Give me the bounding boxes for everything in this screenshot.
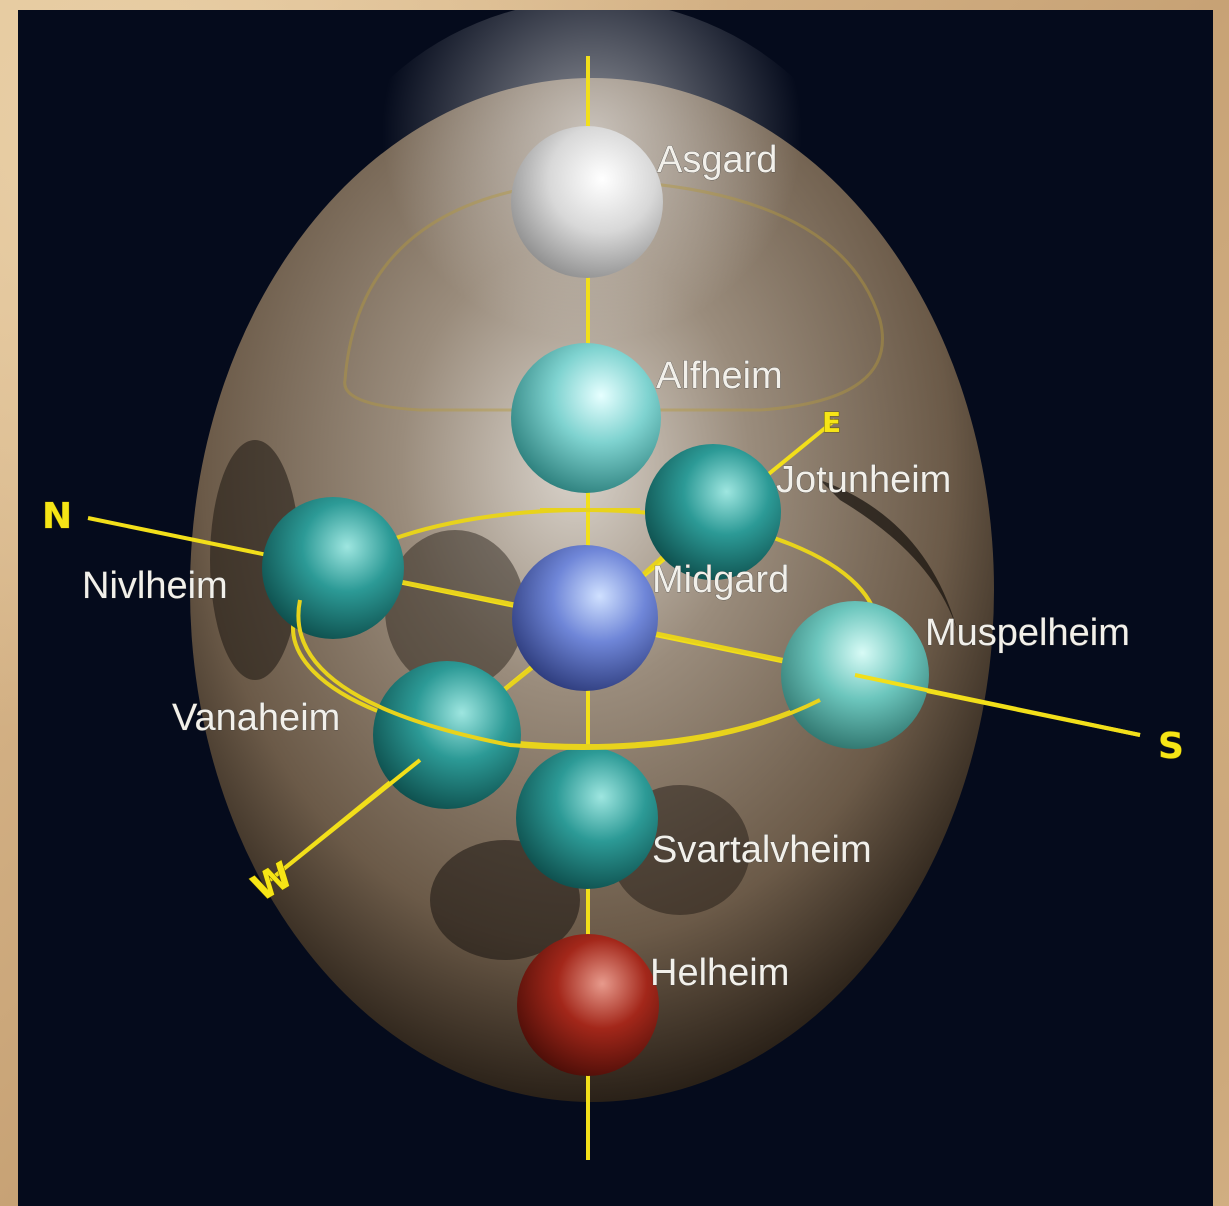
- sphere-asgard: [511, 126, 663, 278]
- sphere-jotunheim: [645, 444, 781, 580]
- ns-axis-front-segment: [854, 673, 1141, 737]
- sphere-alfheim: [511, 343, 661, 493]
- sphere-helheim: [517, 934, 659, 1076]
- label-svartalvheim: Svartalvheim: [652, 829, 872, 871]
- sphere-vanaheim: [373, 661, 521, 809]
- label-jotunheim: Jotunheim: [776, 459, 951, 501]
- shadow-shape-center: [385, 530, 525, 690]
- sphere-nivlheim: [262, 497, 404, 639]
- label-vanaheim: Vanaheim: [172, 697, 340, 739]
- label-asgard: Asgard: [657, 139, 777, 181]
- nine-realms-diagram: Asgard Alfheim Jotunheim Nivlheim Midgar…: [42, 10, 1184, 1160]
- shadow-shape-left: [210, 440, 300, 680]
- sphere-midgard: [512, 545, 658, 691]
- label-alfheim: Alfheim: [656, 355, 783, 397]
- label-midgard: Midgard: [652, 559, 789, 601]
- ew-axis-front-segment: [268, 758, 422, 882]
- equatorial-ring-front: [296, 599, 821, 750]
- upper-faint-ring: [343, 178, 884, 412]
- direction-south: S: [1158, 726, 1184, 767]
- nine-realms-scene: Asgard Alfheim Jotunheim Nivlheim Midgar…: [18, 10, 1213, 1206]
- label-nivlheim: Nivlheim: [82, 565, 228, 607]
- label-muspelheim: Muspelheim: [925, 612, 1130, 654]
- direction-east: E: [822, 406, 841, 439]
- direction-north: N: [42, 496, 72, 537]
- sphere-svartalvheim: [516, 747, 658, 889]
- label-helheim: Helheim: [650, 952, 789, 994]
